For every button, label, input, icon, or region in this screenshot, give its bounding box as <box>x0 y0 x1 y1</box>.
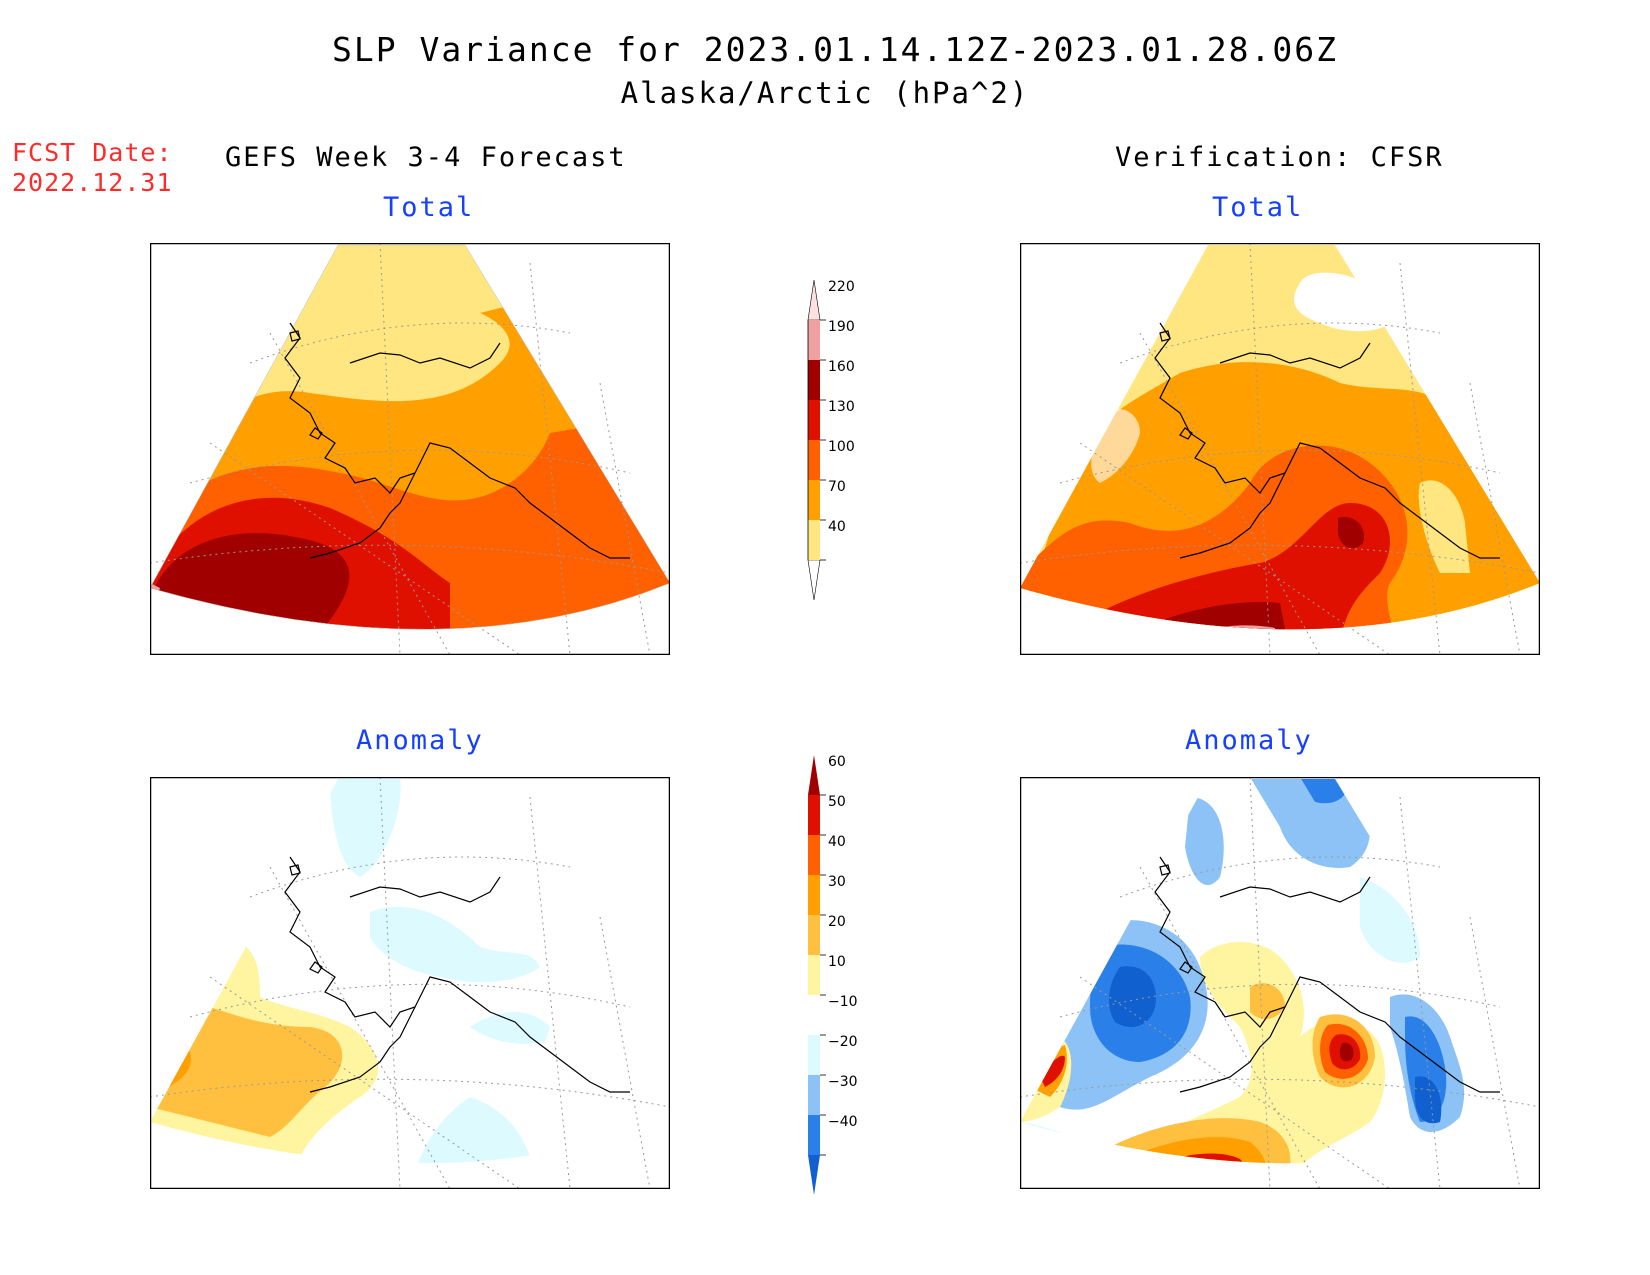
colorbar-tick-label: −20 <box>828 1034 858 1050</box>
left-column-title: GEFS Week 3-4 Forecast <box>225 142 627 173</box>
forecast-date-label: FCST Date: <box>12 138 173 167</box>
colorbar-segment <box>808 875 820 915</box>
obs-total-label: Total <box>1212 192 1304 223</box>
colorbar-segment <box>808 835 820 875</box>
colorbar-segment <box>808 795 820 835</box>
colorbar-tick-label: 130 <box>828 399 855 415</box>
colorbar-segment <box>808 915 820 955</box>
colorbar-bottom-triangle <box>808 1155 820 1195</box>
colorbar-segment <box>808 320 820 360</box>
colorbar-tick-label: −40 <box>828 1114 858 1130</box>
colorbar-segment <box>808 360 820 400</box>
fcst-anomaly-label: Anomaly <box>356 725 484 756</box>
colorbar-tick-label: 160 <box>828 359 855 375</box>
colorbar-tick-label: 70 <box>828 479 846 495</box>
colorbar-tick-label: 190 <box>828 319 855 335</box>
colorbar-segment <box>808 440 820 480</box>
figure-subtitle: Alaska/Arctic (hPa^2) <box>620 76 1030 110</box>
colorbar-bottom-triangle <box>807 559 821 601</box>
colorbar-segment <box>808 520 820 560</box>
colorbar-segment <box>808 955 820 995</box>
colorbar-tick-label: 220 <box>828 279 855 295</box>
colorbar-tick-label: 30 <box>828 874 846 890</box>
colorbar-tick-label: 50 <box>828 794 846 810</box>
total-colorbar <box>807 280 826 601</box>
colorbar-tick-label: 10 <box>828 954 846 970</box>
forecast-date-value: 2022.12.31 <box>12 168 173 197</box>
fcst-total-label: Total <box>383 192 475 223</box>
fcst-total-map <box>150 243 670 655</box>
colorbar-tick-label: 40 <box>828 834 846 850</box>
colorbar-segment <box>808 1115 820 1155</box>
colorbar-segment <box>808 480 820 520</box>
colorbar-segment <box>808 400 820 440</box>
colorbar-segment <box>808 995 820 1035</box>
obs-total-map <box>1020 243 1540 655</box>
colorbar-tick-label: 100 <box>828 439 855 455</box>
colorbar-tick-label: 60 <box>828 754 846 770</box>
colorbar-tick-label: 40 <box>828 519 846 535</box>
figure-title: SLP Variance for 2023.01.14.12Z-2023.01.… <box>332 30 1338 69</box>
colorbar-top-triangle <box>808 755 820 795</box>
colorbar-tick-label: −30 <box>828 1074 858 1090</box>
colorbar-segment <box>808 1075 820 1115</box>
colorbar-segment <box>808 1035 820 1075</box>
anomaly-colorbar <box>808 755 826 1195</box>
colorbar-top-triangle <box>807 280 821 321</box>
right-column-title: Verification: CFSR <box>1115 142 1444 173</box>
obs-anomaly-map <box>1020 777 1540 1189</box>
colorbar-tick-label: −10 <box>828 994 858 1010</box>
colorbar-tick-label: 20 <box>828 914 846 930</box>
obs-anomaly-label: Anomaly <box>1185 725 1313 756</box>
fcst-anomaly-map <box>150 777 670 1189</box>
